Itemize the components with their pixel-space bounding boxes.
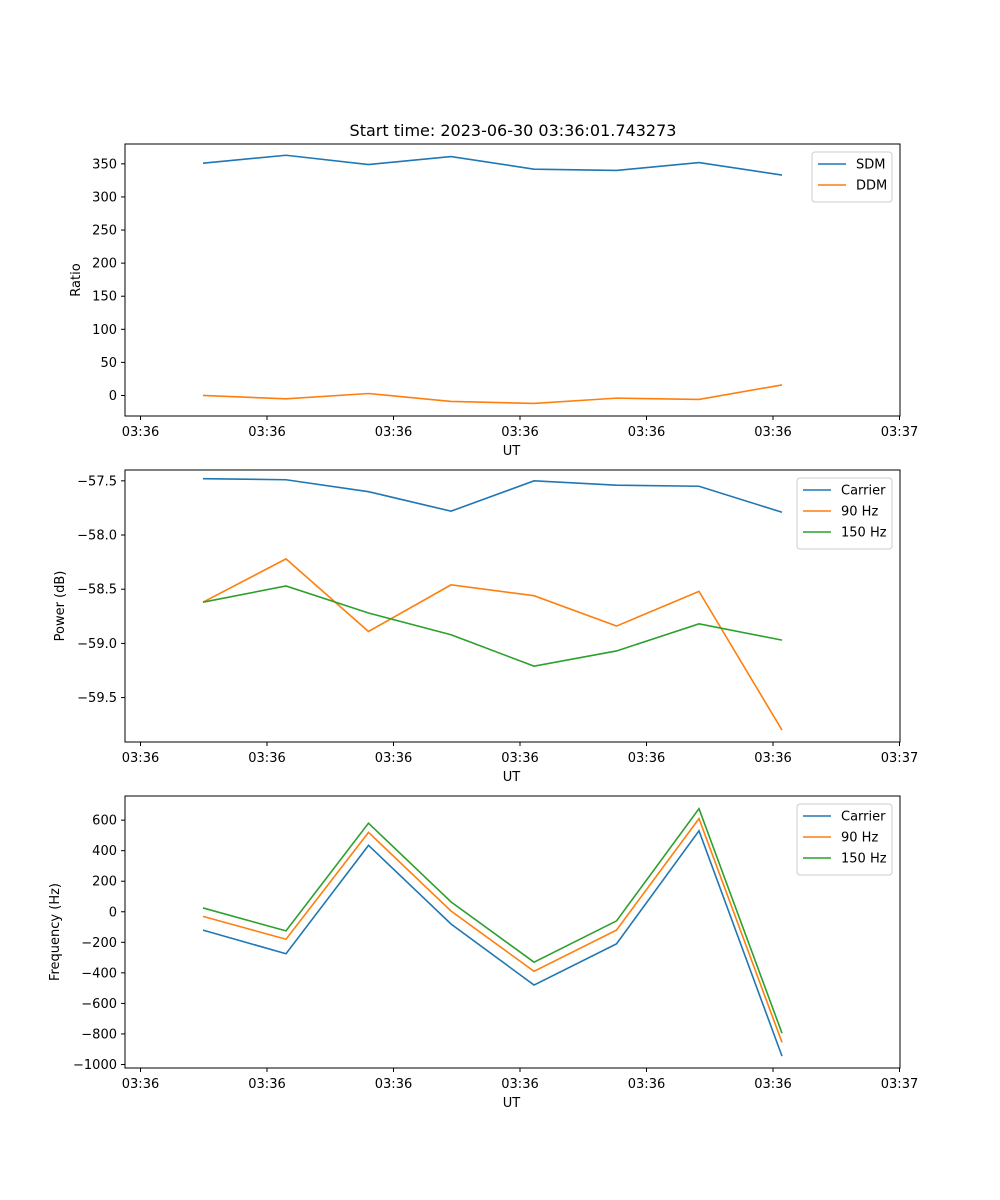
y-tick-label: 250 [92, 224, 117, 239]
series-line-carrier [202, 829, 783, 1057]
y-tick-label: 0 [109, 389, 117, 404]
figure-title: Start time: 2023-06-30 03:36:01.743273 [350, 121, 677, 140]
y-tick-label: 100 [92, 323, 117, 338]
x-tick-label: 03:36 [375, 1077, 412, 1092]
legend-entry: Carrier [841, 810, 886, 825]
x-tick-label: 03:36 [122, 1077, 159, 1092]
y-axis-label: Power (dB) [53, 571, 68, 642]
legend: SDM DDM [811, 151, 893, 203]
x-tick-label: 03:36 [501, 1077, 538, 1092]
plot-frame [124, 795, 901, 1069]
x-tick-label: 03:36 [375, 425, 412, 440]
y-tick-label: 50 [100, 356, 117, 371]
x-tick-label: 03:36 [501, 751, 538, 766]
x-tick-label: 03:36 [754, 425, 791, 440]
x-tick-label: 03:36 [628, 1077, 665, 1092]
x-tick-label: 03:36 [628, 425, 665, 440]
y-tick-label: −59.5 [77, 691, 117, 706]
x-tick-label: 03:36 [754, 1077, 791, 1092]
y-tick-label: −57.5 [77, 474, 117, 489]
y-tick-label: −58.5 [77, 583, 117, 598]
chart-panel-1: 03:36 03:36 03:36 03:36 03:36 03:36 03:37 0 50 10… [69, 143, 918, 459]
x-axis-label: UT [503, 444, 521, 459]
y-axis-label: Ratio [69, 263, 84, 296]
x-tick-label: 03:36 [628, 751, 665, 766]
legend-entry: 150 Hz [841, 852, 887, 867]
y-tick-label: 350 [92, 157, 117, 172]
y-tick-label: 200 [92, 257, 117, 272]
chart-panel-3: 03:36 03:36 03:36 03:36 03:36 03:36 03:37 600 40… [48, 795, 918, 1111]
y-axis-label: Frequency (Hz) [48, 883, 63, 981]
y-tick-label: 300 [92, 190, 117, 205]
legend-entry: 90 Hz [841, 831, 878, 846]
y-tick-label: 150 [92, 290, 117, 305]
legend-entry: Carrier [841, 484, 886, 499]
legend-entry: 150 Hz [841, 526, 887, 541]
plot-frame [124, 469, 901, 743]
x-tick-label: 03:37 [881, 751, 918, 766]
y-tick-label: −200 [81, 936, 117, 951]
y-tick-label: −1000 [73, 1058, 117, 1073]
legend: Carrier 90 Hz 150 Hz [796, 803, 893, 876]
y-tick-label: −59.0 [77, 637, 117, 652]
x-tick-label: 03:36 [122, 751, 159, 766]
x-axis-label: UT [503, 1096, 521, 1111]
legend-entry: 90 Hz [841, 505, 878, 520]
x-tick-label: 03:36 [248, 751, 285, 766]
y-tick-label: −400 [81, 966, 117, 981]
y-tick-label: −58.0 [77, 529, 117, 544]
y-tick-label: 400 [92, 844, 117, 859]
x-tick-label: 03:36 [754, 751, 791, 766]
x-tick-label: 03:37 [881, 425, 918, 440]
y-tick-label: −600 [81, 997, 117, 1012]
series-line-carrier [202, 477, 783, 514]
y-tick-label: 600 [92, 814, 117, 829]
x-tick-label: 03:36 [501, 425, 538, 440]
legend-entry: DDM [856, 179, 887, 194]
x-tick-label: 03:37 [881, 1077, 918, 1092]
series-line-90-hz [202, 557, 783, 731]
legend: Carrier 90 Hz 150 Hz [796, 477, 893, 550]
series-line-90-hz [202, 816, 783, 1043]
y-tick-label: 200 [92, 875, 117, 890]
chart-panel-2: 03:36 03:36 03:36 03:36 03:36 03:36 03:37 −57.5… [53, 469, 918, 785]
y-tick-label: 0 [109, 905, 117, 920]
y-tick-label: −800 [81, 1027, 117, 1042]
x-tick-label: 03:36 [122, 425, 159, 440]
x-tick-label: 03:36 [248, 1077, 285, 1092]
x-tick-label: 03:36 [248, 425, 285, 440]
series-line-150-hz [202, 585, 783, 667]
x-tick-label: 03:36 [375, 751, 412, 766]
x-axis-label: UT [503, 770, 521, 785]
series-line-sdm [202, 154, 783, 176]
series-line-150-hz [202, 807, 783, 1034]
plot-frame [124, 143, 901, 417]
series-line-ddm [202, 384, 783, 405]
legend-entry: SDM [856, 158, 885, 173]
